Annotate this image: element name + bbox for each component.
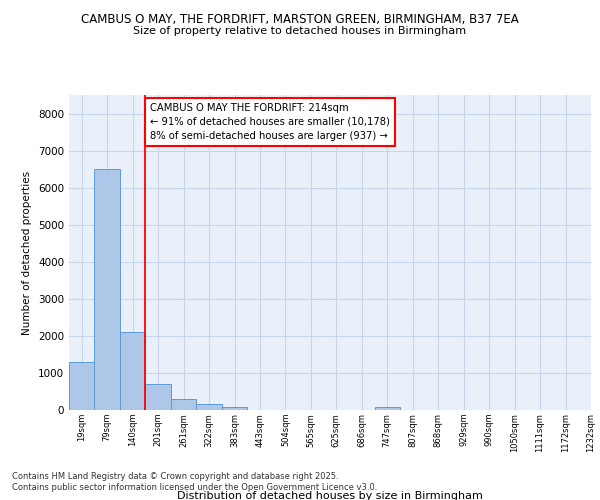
Bar (120, 332, 145, 410)
Bar (94, 169, 120, 410)
Bar (69, 362, 94, 410)
Text: CAMBUS O MAY, THE FORDRIFT, MARSTON GREEN, BIRMINGHAM, B37 7EA: CAMBUS O MAY, THE FORDRIFT, MARSTON GREE… (81, 12, 519, 26)
Bar (145, 384, 171, 410)
Text: Contains public sector information licensed under the Open Government Licence v3: Contains public sector information licen… (12, 483, 377, 492)
Y-axis label: Number of detached properties: Number of detached properties (22, 170, 32, 334)
Bar (222, 407, 247, 410)
Bar (374, 407, 400, 410)
Text: Size of property relative to detached houses in Birmingham: Size of property relative to detached ho… (133, 26, 467, 36)
Text: CAMBUS O MAY THE FORDRIFT: 214sqm
← 91% of detached houses are smaller (10,178)
: CAMBUS O MAY THE FORDRIFT: 214sqm ← 91% … (150, 103, 390, 141)
X-axis label: Distribution of detached houses by size in Birmingham: Distribution of detached houses by size … (177, 490, 483, 500)
Bar (196, 404, 222, 410)
Text: Contains HM Land Registry data © Crown copyright and database right 2025.: Contains HM Land Registry data © Crown c… (12, 472, 338, 481)
Bar (171, 399, 196, 410)
